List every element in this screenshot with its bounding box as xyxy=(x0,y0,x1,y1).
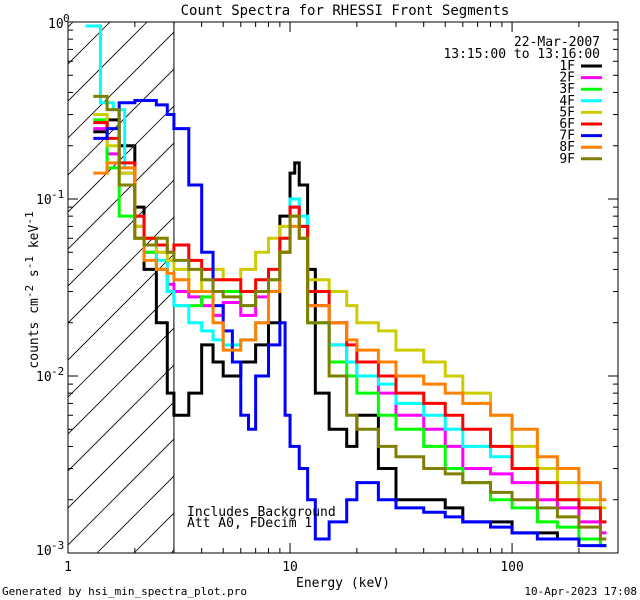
svg-text:10: 10 xyxy=(36,544,52,559)
svg-text:-1: -1 xyxy=(51,188,64,201)
y-tick-label-0.01: 10 -2 xyxy=(36,365,64,385)
hatch-line xyxy=(68,438,174,546)
hatch-line xyxy=(68,253,174,361)
series-line-2F xyxy=(93,127,607,535)
legend-label-6F: 6F xyxy=(559,117,575,132)
legend-label-4F: 4F xyxy=(559,94,575,109)
hatch-line xyxy=(68,401,174,509)
hatch-line xyxy=(245,22,640,553)
y-tick-label-1: 10 0 xyxy=(48,12,70,32)
series-line-6F xyxy=(93,121,607,524)
hatch-line xyxy=(68,22,74,28)
hatch-line xyxy=(68,290,174,398)
svg-text:-2: -2 xyxy=(51,365,64,378)
legend-label-3F: 3F xyxy=(559,82,575,97)
hatch-line xyxy=(68,105,174,213)
annotation-background: Includes Background xyxy=(187,505,336,520)
hatch-line xyxy=(68,22,111,65)
series-line-7F xyxy=(93,99,607,548)
series-line-9F xyxy=(93,94,607,541)
series-line-5F xyxy=(93,113,607,510)
legend-label-2F: 2F xyxy=(559,71,575,86)
hatch-line xyxy=(68,68,174,176)
svg-text:-3: -3 xyxy=(51,539,64,552)
y-axis-label: counts cm-2 s-1 keV-1 xyxy=(23,211,42,368)
x-tick-label-1: 1 xyxy=(64,560,72,575)
footer-generated-by: Generated by hsi_min_spectra_plot.pro xyxy=(2,585,247,598)
hatch-line xyxy=(208,22,640,553)
series-line-1F xyxy=(93,118,607,548)
time-range-label: 13:15:00 to 13:16:00 xyxy=(443,47,600,62)
x-axis-label: Energy (keV) xyxy=(296,576,390,591)
y-tick-label-0.1: 10 -1 xyxy=(36,188,64,208)
series-group xyxy=(85,24,607,548)
hatch-line xyxy=(68,31,174,139)
hatch-line xyxy=(68,364,174,472)
x-tick-label-100: 100 xyxy=(500,560,523,575)
annotation-attenuator: Att A0, FDecim 1 xyxy=(187,516,312,531)
axis-ticks xyxy=(67,22,619,554)
x-tick-label-10: 10 xyxy=(282,560,298,575)
legend-label-9F: 9F xyxy=(559,152,575,167)
plot-frame xyxy=(67,21,619,554)
legend-label-7F: 7F xyxy=(559,129,575,144)
svg-text:10: 10 xyxy=(36,370,52,385)
legend-label-1F: 1F xyxy=(559,59,575,74)
background-hatch-region xyxy=(68,22,640,553)
hatch-line xyxy=(68,216,174,324)
date-label: 22-Mar-2007 xyxy=(514,35,600,50)
svg-text:10: 10 xyxy=(48,17,64,32)
chart-title: Count Spectra for RHESSI Front Segments xyxy=(181,3,510,19)
hatch-line xyxy=(96,475,174,553)
y-tick-label-0.001: 10 -3 xyxy=(36,539,64,559)
footer-date: 10-Apr-2023 17:08 xyxy=(524,585,637,598)
svg-text:0: 0 xyxy=(63,12,70,25)
legend-label-5F: 5F xyxy=(559,105,575,120)
legend-label-8F: 8F xyxy=(559,140,575,155)
svg-text:10: 10 xyxy=(36,193,52,208)
